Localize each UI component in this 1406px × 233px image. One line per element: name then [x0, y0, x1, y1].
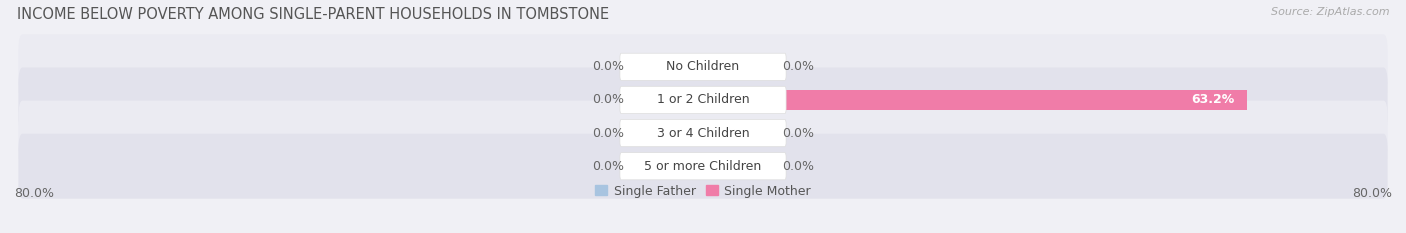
Bar: [634, 90, 703, 110]
Bar: [634, 123, 703, 143]
Text: 80.0%: 80.0%: [1353, 187, 1392, 200]
Text: 1 or 2 Children: 1 or 2 Children: [657, 93, 749, 106]
Text: 63.2%: 63.2%: [1191, 93, 1234, 106]
Text: 5 or more Children: 5 or more Children: [644, 160, 762, 173]
Text: 0.0%: 0.0%: [592, 127, 624, 140]
Bar: [703, 123, 772, 143]
Text: 0.0%: 0.0%: [592, 93, 624, 106]
FancyBboxPatch shape: [620, 153, 786, 180]
Legend: Single Father, Single Mother: Single Father, Single Mother: [591, 180, 815, 203]
Text: 80.0%: 80.0%: [14, 187, 53, 200]
FancyBboxPatch shape: [18, 68, 1388, 132]
FancyBboxPatch shape: [620, 120, 786, 147]
FancyBboxPatch shape: [18, 34, 1388, 99]
Text: 0.0%: 0.0%: [782, 160, 814, 173]
Bar: [703, 57, 772, 77]
FancyBboxPatch shape: [620, 86, 786, 113]
FancyBboxPatch shape: [18, 134, 1388, 199]
Text: Source: ZipAtlas.com: Source: ZipAtlas.com: [1271, 7, 1389, 17]
Text: 0.0%: 0.0%: [782, 60, 814, 73]
FancyBboxPatch shape: [18, 101, 1388, 165]
Text: 0.0%: 0.0%: [592, 160, 624, 173]
Text: No Children: No Children: [666, 60, 740, 73]
FancyBboxPatch shape: [620, 53, 786, 80]
Text: INCOME BELOW POVERTY AMONG SINGLE-PARENT HOUSEHOLDS IN TOMBSTONE: INCOME BELOW POVERTY AMONG SINGLE-PARENT…: [17, 7, 609, 22]
Bar: [634, 57, 703, 77]
Bar: [703, 156, 772, 176]
Bar: [634, 156, 703, 176]
Text: 0.0%: 0.0%: [782, 127, 814, 140]
Bar: [703, 90, 1247, 110]
Text: 0.0%: 0.0%: [592, 60, 624, 73]
Text: 3 or 4 Children: 3 or 4 Children: [657, 127, 749, 140]
